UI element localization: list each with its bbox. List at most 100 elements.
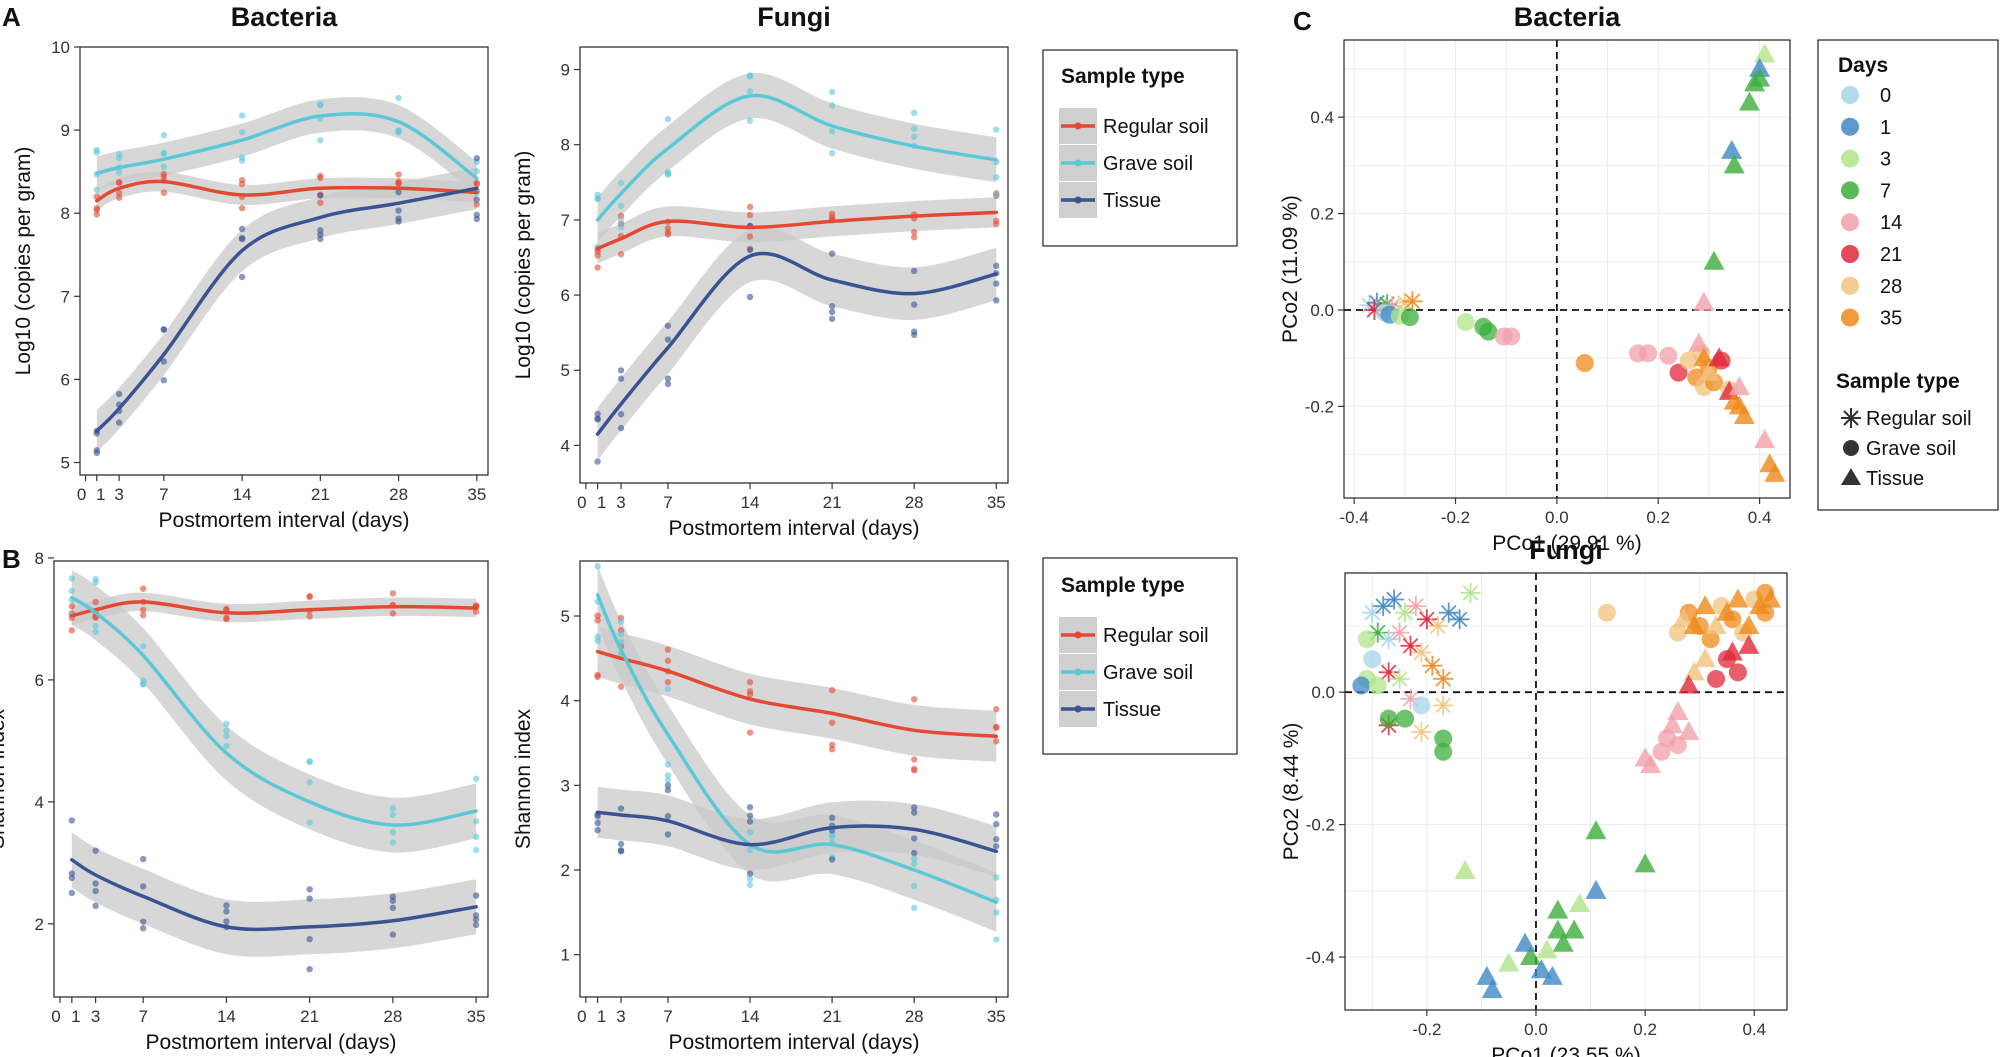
x-tick-label: 7 <box>663 493 672 512</box>
data-point-grave-soil <box>238 112 246 119</box>
data-point-day-35-triangle <box>1760 588 1782 608</box>
y-tick-label: -0.2 <box>1305 397 1334 416</box>
x-axis-label: PCo1 (29.91 %) <box>1492 532 1641 555</box>
confidence-band-grave-soil <box>96 97 477 195</box>
data-point-regular-soil <box>395 178 402 185</box>
data-point-grave-soil <box>472 833 480 840</box>
data-point-tissue <box>664 375 672 382</box>
star-stroke <box>1386 591 1402 608</box>
data-point-grave-soil <box>746 881 754 889</box>
legend-dot-regular-soil <box>1074 122 1082 130</box>
data-point-tissue <box>160 377 168 384</box>
data-point-grave-soil <box>828 88 836 95</box>
x-tick-label: 35 <box>467 1007 486 1026</box>
data-point-day-14-triangle <box>1693 291 1715 311</box>
data-point-day-3-triangle <box>1754 43 1776 63</box>
data-point-grave-soil <box>910 860 918 868</box>
data-point-regular-soil <box>68 627 76 634</box>
x-tick-label: 7 <box>159 485 168 504</box>
data-point-regular-soil <box>389 590 397 597</box>
data-point-grave-soil <box>306 819 313 826</box>
confidence-band-tissue <box>597 787 997 877</box>
data-point-regular-soil <box>746 729 754 736</box>
legend-dot-grave-soil <box>1074 159 1082 167</box>
data-point-day-14-circle <box>1639 344 1658 363</box>
x-tick-label: 14 <box>233 485 252 504</box>
legend-shape-triangle <box>1841 468 1861 485</box>
data-point-day-28-star <box>1411 721 1432 742</box>
data-point-day-14-triangle <box>1678 720 1700 740</box>
data-point-grave-soil <box>828 102 836 109</box>
y-tick-label: 5 <box>561 607 570 626</box>
x-tick-label: 21 <box>823 493 842 512</box>
x-tick-label: -0.2 <box>1441 508 1470 527</box>
data-point-regular-soil <box>664 657 672 664</box>
data-point-tissue <box>389 931 397 938</box>
data-point-tissue <box>139 855 147 863</box>
data-point-regular-soil <box>472 608 480 615</box>
data-point-tissue <box>746 246 754 254</box>
data-point-day-1-triangle <box>1530 959 1552 979</box>
data-point-day-14-triangle <box>1754 429 1776 449</box>
data-point-tissue <box>617 367 625 374</box>
fit-line-tissue <box>595 251 999 436</box>
star-stroke <box>1419 611 1435 628</box>
data-point-grave-soil <box>389 805 397 812</box>
data-point-grave-soil <box>828 128 836 135</box>
data-point-regular-soil <box>92 598 99 606</box>
data-point-tissue <box>472 892 480 899</box>
data-point-tissue <box>617 424 625 432</box>
data-point-tissue <box>910 804 918 811</box>
data-point-grave-soil <box>317 101 324 108</box>
x-tick-label: 3 <box>91 1007 100 1026</box>
x-axis-label: Postmortem interval (days) <box>146 1031 397 1054</box>
confidence-band-grave-soil <box>597 72 997 243</box>
y-tick-label: 4 <box>35 793 44 812</box>
data-point-day-14-circle <box>1659 346 1678 365</box>
data-point-grave-soil <box>664 171 672 178</box>
data-point-grave-soil <box>664 115 672 123</box>
data-point-day-7-triangle <box>1703 250 1725 270</box>
data-point-tissue <box>910 849 918 857</box>
data-point-tissue <box>92 887 99 895</box>
data-point-tissue <box>617 840 625 848</box>
star-stroke <box>1429 618 1446 634</box>
x-tick-label: -0.4 <box>1339 508 1368 527</box>
data-point-regular-soil <box>160 189 168 196</box>
legend-day-label-35: 35 <box>1880 308 1902 330</box>
data-point-tissue <box>473 155 481 162</box>
data-point-regular-soil <box>473 180 481 188</box>
data-point-tissue <box>828 250 836 257</box>
star-stroke <box>1397 604 1413 621</box>
y-tick-label: 1 <box>561 946 570 965</box>
data-point-regular-soil <box>93 211 100 218</box>
y-tick-label: 7 <box>561 211 570 230</box>
data-point-day-3-circle <box>1357 630 1376 649</box>
y-tick-label: 0.2 <box>1310 205 1334 224</box>
plot-title: Fungi <box>1529 535 1602 565</box>
data-point-grave-soil <box>993 191 1000 199</box>
data-point-grave-soil <box>910 904 918 912</box>
data-point-grave-soil <box>139 677 147 684</box>
data-point-day-14-circle <box>1502 327 1521 346</box>
data-point-day-21-triangle <box>1678 674 1700 694</box>
data-point-day-21-circle <box>1707 669 1726 688</box>
data-point-day-35-star <box>1433 668 1454 689</box>
legend-day-swatch-7 <box>1841 181 1859 200</box>
data-point-tissue <box>473 196 481 203</box>
legend-days: Days 0 1 3 7 14 21 28 35 Sample type Regular so… <box>1817 39 1999 511</box>
legend-day-label-3: 3 <box>1880 149 1891 171</box>
data-point-tissue <box>828 814 836 821</box>
legend-day-swatch-0 <box>1841 86 1859 104</box>
x-tick-label: 28 <box>389 485 408 504</box>
data-point-grave-soil <box>472 775 480 782</box>
data-point-grave-soil <box>594 633 601 640</box>
plot-a-fungi: 4 5 6 7 8 9 0 1 3 7 14 21 28 35 Postmortem interval (d… <box>512 2 1009 540</box>
data-point-grave-soil <box>993 936 1000 943</box>
data-point-regular-soil <box>473 201 481 208</box>
data-point-grave-soil <box>306 779 313 786</box>
data-point-tissue <box>828 303 836 310</box>
y-tick-label: 4 <box>561 436 570 455</box>
data-point-regular-soil <box>664 678 672 686</box>
